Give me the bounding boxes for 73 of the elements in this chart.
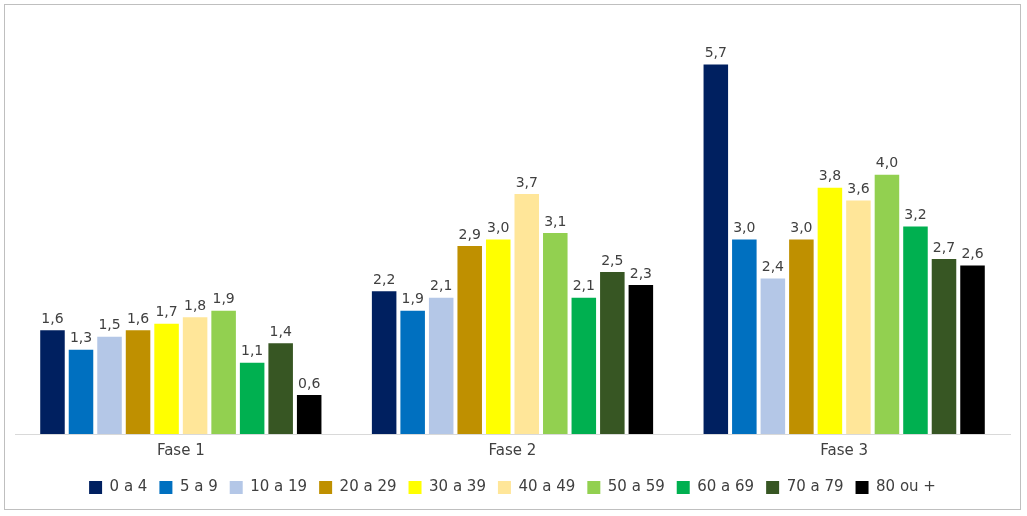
legend-label: 70 a 79 [786,477,844,496]
x-tick-label: Fase 3 [820,440,869,459]
data-label: 1,6 [41,309,64,326]
legend-label: 5 a 9 [179,477,218,496]
data-label: 2,2 [373,271,396,288]
data-label: 3,0 [487,219,510,236]
bar [211,310,236,434]
bar [154,323,179,434]
legend-label: 50 a 59 [607,477,665,496]
bar [846,200,871,434]
legend-label: 80 ou + [876,477,936,496]
bar [903,226,928,434]
data-label: 1,1 [241,342,264,359]
data-label: 2,6 [961,245,984,262]
bar [239,362,265,434]
bar [600,271,625,434]
bar [457,245,482,434]
bar [182,317,208,434]
legend-label: 20 a 29 [339,477,397,496]
bar [268,343,293,434]
bar [732,239,757,434]
data-label: 1,6 [126,309,150,326]
data-label: 1,4 [269,322,292,339]
bar [760,278,786,434]
x-tick-label: Fase 1 [156,440,205,459]
data-label: 2,4 [761,258,785,275]
bar [514,194,540,434]
bar [931,258,957,434]
data-label: 3,2 [904,206,927,223]
data-label: 3,7 [515,173,538,190]
data-label: 2,1 [430,277,453,294]
legend-label: 10 a 19 [250,477,308,496]
data-label: 2,9 [458,225,481,242]
data-label: 2,3 [629,264,652,281]
data-label: 1,9 [212,290,235,307]
data-label: 4,0 [875,154,899,171]
bar [40,330,65,434]
bar [874,174,900,434]
data-label: 1,5 [98,316,121,333]
x-tick-label: Fase 2 [488,440,537,459]
data-label: 3,8 [818,167,842,184]
bar [960,265,985,434]
data-label: 3,0 [733,219,756,236]
data-label: 1,7 [155,303,178,320]
data-label: 0,6 [298,374,321,391]
legend-label: 40 a 49 [518,477,576,496]
bar [817,187,843,434]
bar [400,310,425,434]
bar [485,239,511,434]
data-label: 2,5 [601,251,624,268]
bar [428,297,454,434]
data-label: 5,7 [704,44,727,61]
data-label: 2,1 [572,277,595,294]
bar [543,233,568,434]
data-label: 2,7 [932,238,956,255]
data-label: 1,8 [183,296,207,313]
bar [703,64,729,434]
bar [628,284,654,434]
bar [296,395,322,434]
legend-label: 30 a 39 [429,477,486,496]
data-label: 3,0 [790,219,813,236]
bar [789,239,814,434]
data-label: 1,3 [69,329,93,346]
bar [68,349,94,434]
data-label: 3,1 [544,212,567,229]
legend-label: 60 a 69 [697,477,755,496]
bar [371,291,397,434]
legend-label: 0 a 4 [109,477,148,496]
data-label: 1,9 [401,290,424,307]
bar [97,336,122,434]
bar [571,297,597,434]
data-label: 3,6 [847,180,870,197]
bar [125,330,151,434]
